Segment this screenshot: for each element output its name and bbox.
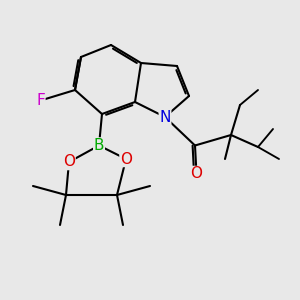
Text: N: N	[159, 110, 171, 124]
Text: O: O	[120, 152, 132, 166]
Text: O: O	[190, 167, 202, 182]
Text: F: F	[36, 93, 45, 108]
Text: B: B	[94, 138, 104, 153]
Text: O: O	[63, 154, 75, 169]
